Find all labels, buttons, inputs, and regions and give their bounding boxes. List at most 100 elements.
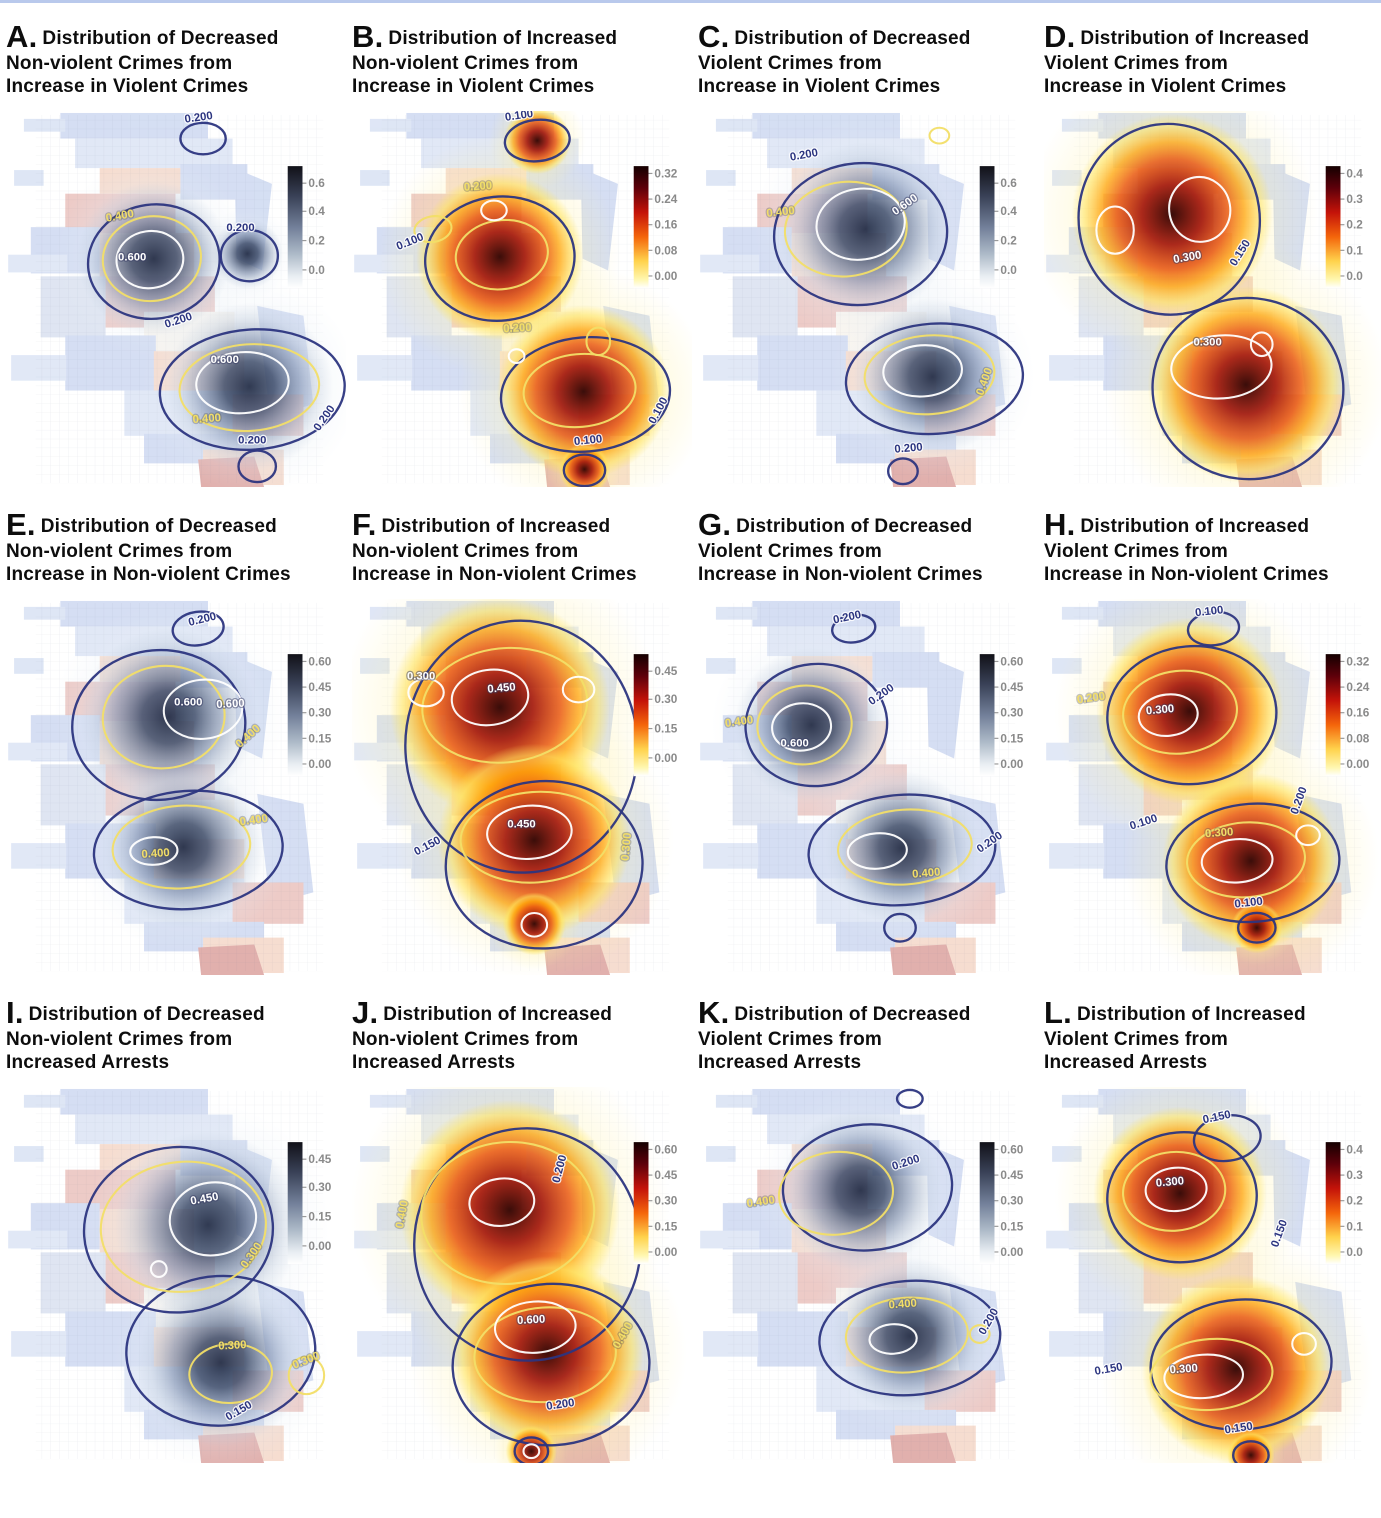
contour-line [1236, 911, 1277, 944]
map-panel: J. Distribution of Increased Non-violent … [346, 985, 691, 1463]
panel-letter: K. [698, 995, 730, 1030]
contour-line [807, 793, 997, 907]
colorbar-tick-label: 0.30 [308, 1180, 331, 1194]
contour-layer [1077, 122, 1345, 481]
contour-line [1165, 802, 1341, 924]
colorbar: 0.60 0.45 0.30 0.15 0.00 [633, 1142, 678, 1265]
contour-line [1295, 824, 1321, 847]
contour-line [1163, 1353, 1245, 1400]
contour-line [561, 675, 596, 704]
colorbar-tick-label: 0.00 [654, 751, 677, 765]
panel-title: A. Distribution of Decreased Non-violent … [6, 21, 345, 107]
colorbar-tick-label: 0.08 [654, 243, 677, 257]
contour-label: 0.300 [1169, 1362, 1198, 1376]
contour-line [468, 1177, 536, 1227]
contour-line [1291, 1332, 1317, 1356]
contour-layer [1106, 1114, 1333, 1463]
colorbar-gradient [979, 1142, 995, 1265]
contour-line [1186, 610, 1241, 647]
panel-title: H. Distribution of Increased Violent Crim… [1044, 509, 1381, 595]
panel-title-line1: Distribution of Increased [1080, 28, 1310, 49]
colorbar-tick-label: 0.2 [1346, 218, 1363, 232]
colorbar-tick-label: 0.15 [1000, 1219, 1023, 1233]
panel-title-line1: Distribution of Increased [1080, 516, 1310, 537]
panel-title-line1: Distribution of Decreased [734, 1004, 971, 1025]
panel-title: D. Distribution of Increased Violent Crim… [1044, 21, 1381, 107]
contour-layer [777, 1088, 1002, 1397]
panel-title-line3: Increase in Non-violent Crimes [698, 564, 983, 586]
map-canvas: 0.1000.2000.1000.2000.1000.1000.320.240.… [354, 111, 692, 487]
contour-line [287, 1355, 326, 1396]
colorbar-tick-label: 0.15 [1000, 731, 1023, 745]
map-panel: E. Distribution of Decreased Non-violent … [0, 497, 345, 975]
map-panel: B. Distribution of Increased Non-violent … [346, 9, 692, 487]
colorbar-gradient [979, 654, 995, 777]
contour-line [420, 1140, 596, 1286]
contour-line [115, 229, 185, 290]
contour-label: 0.600 [118, 252, 146, 264]
map-panel: K. Distribution of Decreased Violent Crim… [692, 985, 1037, 1463]
contour-line [783, 180, 908, 278]
panel-title-line3: Increase in Violent Crimes [352, 76, 595, 98]
colorbar-tick-label: 0.16 [654, 218, 677, 232]
panel-title-line3: Increased Arrests [352, 1052, 516, 1074]
panel-title-line2: Violent Crimes from [1044, 1029, 1228, 1050]
colorbar-tick-label: 0.4 [308, 204, 325, 218]
contour-line [882, 344, 963, 398]
contour-layer [413, 1127, 651, 1463]
panel-title-line2: Violent Crimes from [698, 1029, 882, 1050]
panel-title: K. Distribution of Decreased Violent Crim… [698, 997, 1037, 1083]
contour-line [928, 126, 951, 145]
contour-line [818, 1279, 1002, 1397]
colorbar-tick-label: 0.15 [654, 1219, 677, 1233]
panel-title-line3: Increase in Violent Crimes [698, 76, 941, 98]
colorbar-gradient [1325, 654, 1341, 777]
panel-title: B. Distribution of Increased Non-violent … [352, 21, 691, 107]
heat-layer [352, 599, 675, 975]
contour-line [883, 912, 917, 943]
panel-title-line2: Non-violent Crimes from [6, 53, 233, 74]
contour-line [493, 1300, 577, 1354]
contour-line [444, 779, 644, 950]
contour-layer [404, 619, 644, 950]
contour-line [1200, 838, 1274, 884]
panel-title: L. Distribution of Increased Violent Crim… [1044, 997, 1381, 1083]
colorbar-gradient [1325, 166, 1341, 289]
colorbar-tick-label: 0.3 [1346, 192, 1363, 206]
contour-label: 0.400 [912, 866, 941, 880]
map-panel: F. Distribution of Increased Non-violent … [346, 497, 691, 975]
contour-label: 0.400 [888, 1298, 917, 1312]
contour-line [473, 1306, 617, 1404]
contour-label: 0.150 [1224, 1421, 1254, 1437]
contour-label: 0.600 [174, 696, 202, 708]
colorbar: 0.45 0.30 0.15 0.00 [633, 654, 678, 777]
colorbar: 0.60 0.45 0.30 0.15 0.00 [979, 1142, 1024, 1265]
panel-title-line1: Distribution of Decreased [40, 516, 277, 537]
colorbar-gradient [287, 1142, 303, 1265]
colorbar-gradient [633, 166, 649, 289]
colorbar-gradient [287, 654, 303, 777]
panel-title-line3: Increase in Non-violent Crimes [1044, 564, 1329, 586]
heat-layer [1054, 599, 1380, 975]
contour-line [1149, 1337, 1274, 1412]
panel-title-line1: Distribution of Decreased [734, 28, 971, 49]
panel-title-line1: Distribution of Increased [1076, 1004, 1306, 1025]
contour-line [837, 808, 973, 886]
map-panel: C. Distribution of Decreased Violent Crim… [692, 9, 1037, 487]
map-panel: L. Distribution of Increased Violent Crim… [1038, 985, 1381, 1463]
contour-line [1151, 296, 1345, 481]
contour-line [522, 352, 637, 429]
colorbar-tick-label: 0.30 [1000, 706, 1023, 720]
colorbar-tick-label: 0.00 [654, 1245, 677, 1259]
contour-line [413, 215, 453, 244]
colorbar-tick-label: 0.0 [1346, 269, 1363, 283]
panel-title-line1: Distribution of Decreased [42, 28, 279, 49]
colorbar-gradient [979, 166, 995, 289]
contour-label: 0.100 [1195, 604, 1224, 619]
heat-layer [54, 158, 346, 487]
contour-label: 0.200 [503, 322, 532, 335]
